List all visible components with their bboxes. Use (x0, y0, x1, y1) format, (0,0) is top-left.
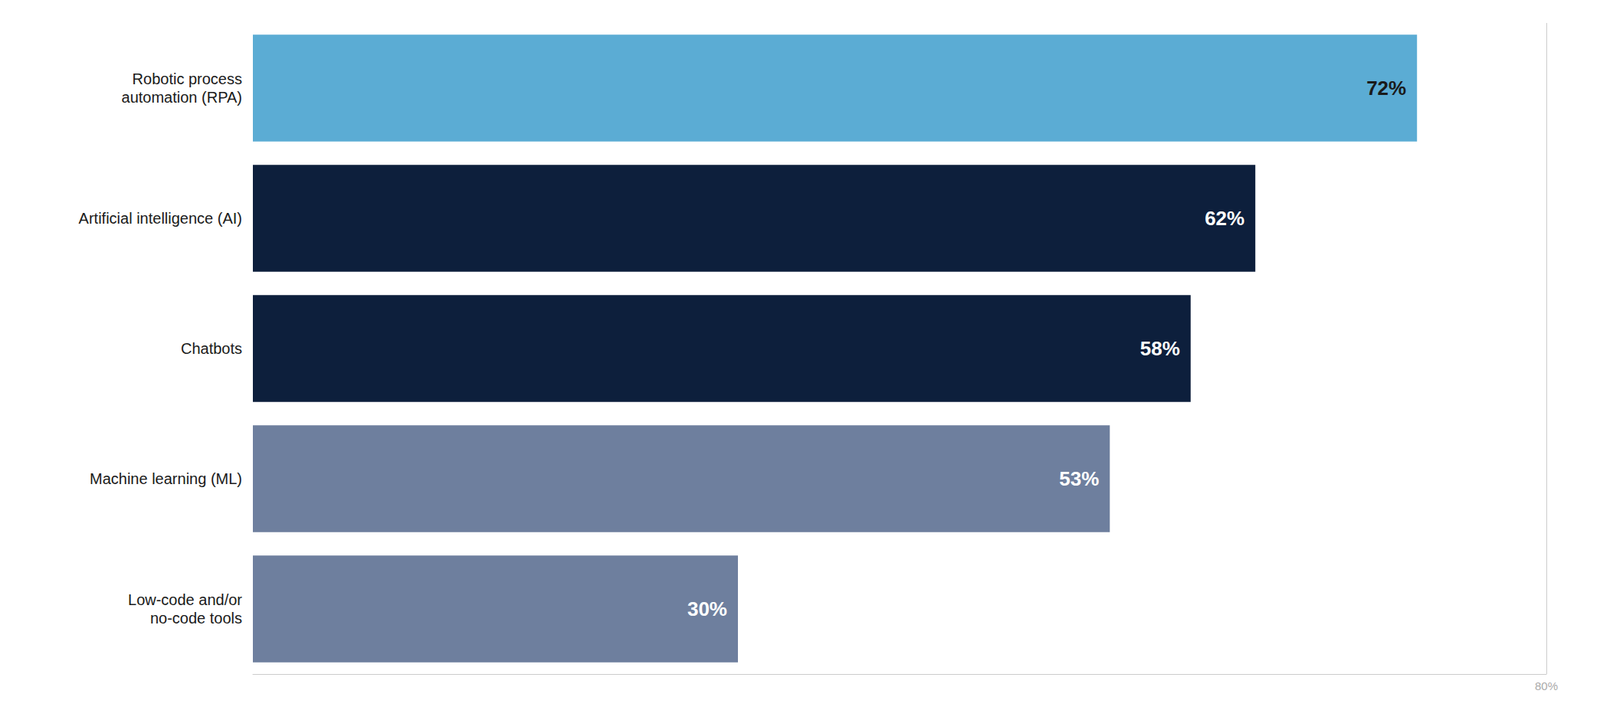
svg-text:62%: 62% (1204, 206, 1245, 230)
svg-text:Chatbots: Chatbots (180, 340, 243, 358)
svg-text:58%: 58% (1140, 337, 1181, 361)
svg-text:automation (RPA): automation (RPA) (121, 88, 243, 106)
svg-text:72%: 72% (1366, 76, 1407, 100)
svg-text:Machine learning (ML): Machine learning (ML) (89, 470, 243, 488)
svg-text:Robotic process: Robotic process (132, 70, 243, 88)
svg-text:80%: 80% (1534, 679, 1558, 693)
svg-text:Low-code and/or: Low-code and/or (127, 591, 243, 609)
svg-text:Artificial intelligence (AI): Artificial intelligence (AI) (78, 209, 243, 227)
svg-text:30%: 30% (687, 597, 728, 621)
svg-text:53%: 53% (1059, 467, 1099, 491)
svg-text:no-code tools: no-code tools (150, 609, 243, 627)
